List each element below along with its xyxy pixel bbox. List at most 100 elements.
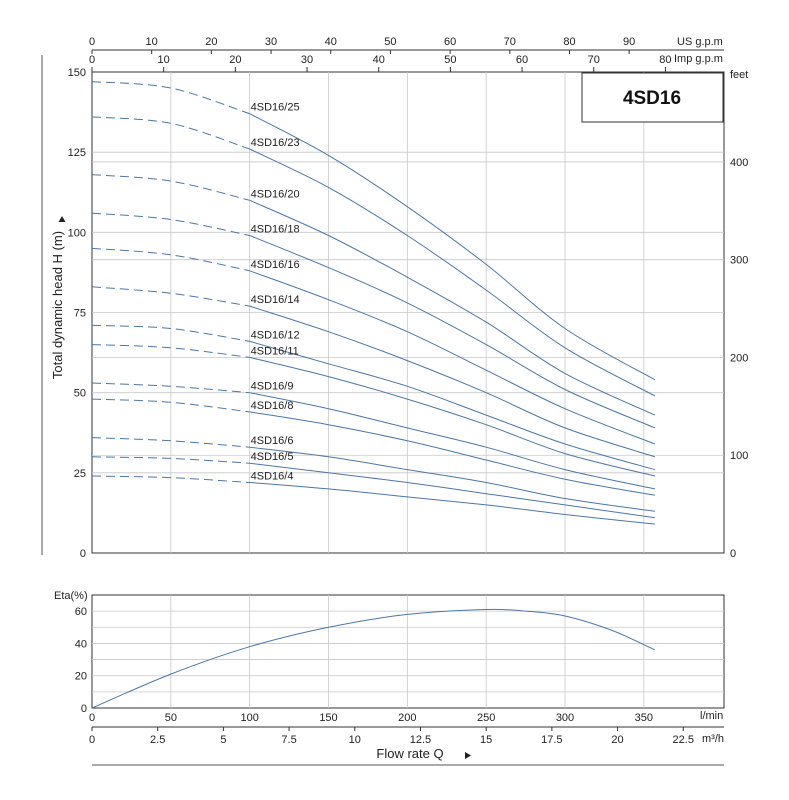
head-curve — [249, 235, 656, 429]
head-curve-dashed — [91, 382, 250, 394]
head-curve-dashed — [91, 398, 250, 413]
eta-tick-label: 60 — [75, 606, 87, 618]
x-m3h-tick-label: 10 — [349, 734, 361, 746]
head-curve-dashed — [91, 174, 250, 201]
x-lpm-tick-label: 100 — [240, 712, 258, 724]
top-imp-tick-label: 50 — [444, 54, 456, 66]
eta-tick-label: 0 — [81, 703, 87, 715]
top-us-tick-label: 40 — [325, 36, 337, 48]
y2-tick-label: 400 — [730, 157, 748, 169]
head-curve-dashed — [91, 212, 250, 236]
y-axis-label: Total dynamic head H (m) — [50, 231, 65, 379]
x-lpm-tick-label: 0 — [89, 712, 95, 724]
top-us-tick-label: 50 — [384, 36, 396, 48]
head-curve — [249, 462, 655, 519]
top-imp-tick-label: 70 — [588, 54, 600, 66]
series-label: 4SD16/23 — [251, 137, 300, 149]
head-curve — [249, 411, 655, 496]
eta-tick-label: 40 — [75, 638, 87, 650]
x-m3h-tick-label: 2.5 — [150, 734, 165, 746]
x-axis-lpm-label: l/min — [700, 710, 723, 722]
x-m3h-tick-label: 7.5 — [281, 734, 296, 746]
x-m3h-tick-label: 22.5 — [673, 734, 694, 746]
y2-tick-label: 200 — [730, 352, 748, 364]
head-curve-dashed — [91, 475, 250, 483]
x-m3h-tick-label: 12.5 — [410, 734, 431, 746]
title-box — [581, 72, 724, 123]
y-tick-label: 25 — [74, 468, 86, 480]
head-curve — [249, 482, 655, 525]
top-imp-tick-label: 40 — [373, 54, 385, 66]
y-tick-label: 50 — [74, 388, 86, 400]
head-curve-dashed — [91, 286, 250, 307]
y2-tick-label: 100 — [730, 450, 748, 462]
top-imp-tick-label: 10 — [158, 54, 170, 66]
x-axis-label: Flow rate Q — [376, 746, 443, 761]
series-label: 4SD16/12 — [251, 329, 300, 341]
top-imp-tick-label: 30 — [301, 54, 313, 66]
series-label: 4SD16/9 — [251, 381, 294, 393]
x-lpm-tick-label: 200 — [398, 712, 416, 724]
x-m3h-tick-label: 20 — [611, 734, 623, 746]
head-curve — [249, 113, 656, 381]
y2-tick-label: 300 — [730, 255, 748, 267]
eta-tick-label: 20 — [75, 671, 87, 683]
head-curve-dashed — [91, 344, 250, 358]
top-axis-imp-label: Imp g.p.m — [674, 53, 723, 65]
y-tick-label: 100 — [68, 227, 86, 239]
top-axis-us-label: US g.p.m — [677, 36, 723, 48]
x-m3h-tick-label: 15 — [480, 734, 492, 746]
series-label: 4SD16/5 — [251, 451, 294, 463]
eta-chart-frame — [91, 594, 725, 709]
top-imp-tick-label: 80 — [659, 54, 671, 66]
series-label: 4SD16/25 — [251, 102, 300, 114]
head-curve-dashed — [91, 456, 250, 464]
top-imp-tick-label: 0 — [89, 54, 95, 66]
y-tick-label: 125 — [68, 147, 86, 159]
head-curve — [249, 446, 655, 512]
y2-tick-label: 0 — [730, 548, 736, 560]
top-us-tick-label: 90 — [623, 36, 635, 48]
top-us-tick-label: 60 — [444, 36, 456, 48]
top-us-tick-label: 20 — [205, 36, 217, 48]
head-curve — [249, 392, 656, 490]
y-tick-label: 0 — [80, 548, 86, 560]
series-label: 4SD16/14 — [251, 294, 300, 306]
chart-title: 4SD16 — [623, 88, 681, 109]
head-curve — [249, 270, 656, 445]
top-us-tick-label: 0 — [89, 36, 95, 48]
head-curve-dashed — [91, 437, 250, 448]
head-curve-dashed — [91, 247, 250, 272]
head-curve-dashed — [91, 116, 250, 150]
x-m3h-tick-label: 0 — [89, 734, 95, 746]
efficiency-curve — [91, 608, 656, 709]
eta-chart-grid — [91, 594, 725, 709]
eta-axis-label: Eta(%) — [54, 590, 88, 602]
series-label: 4SD16/8 — [251, 400, 294, 412]
series-label: 4SD16/20 — [251, 188, 300, 200]
top-us-tick-label: 30 — [265, 36, 277, 48]
x-lpm-tick-label: 50 — [165, 712, 177, 724]
head-curve — [249, 148, 656, 397]
x-axis-m3h-label: m³/h — [702, 733, 724, 745]
series-label: 4SD16/18 — [251, 224, 300, 236]
x-axis-arrow-icon — [465, 752, 471, 759]
top-us-tick-label: 10 — [146, 36, 158, 48]
top-us-tick-label: 80 — [563, 36, 575, 48]
y-axis-arrow-icon — [58, 216, 66, 222]
series-label: 4SD16/6 — [251, 435, 294, 447]
head-chart-grid — [91, 71, 725, 554]
y-tick-label: 150 — [68, 67, 86, 79]
x-lpm-tick-label: 250 — [477, 712, 495, 724]
top-imp-tick-label: 60 — [516, 54, 528, 66]
head-curves: 4SD16/25 4SD16/23 4SD16/20 4SD16/18 4SD16/16… — [91, 81, 656, 525]
y-tick-label: 75 — [74, 308, 86, 320]
head-curve-dashed — [91, 324, 250, 342]
x-lpm-tick-label: 350 — [635, 712, 653, 724]
eta-curve — [91, 608, 656, 709]
head-curve — [249, 340, 656, 471]
series-label: 4SD16/16 — [251, 259, 300, 271]
series-label: 4SD16/11 — [251, 345, 299, 357]
